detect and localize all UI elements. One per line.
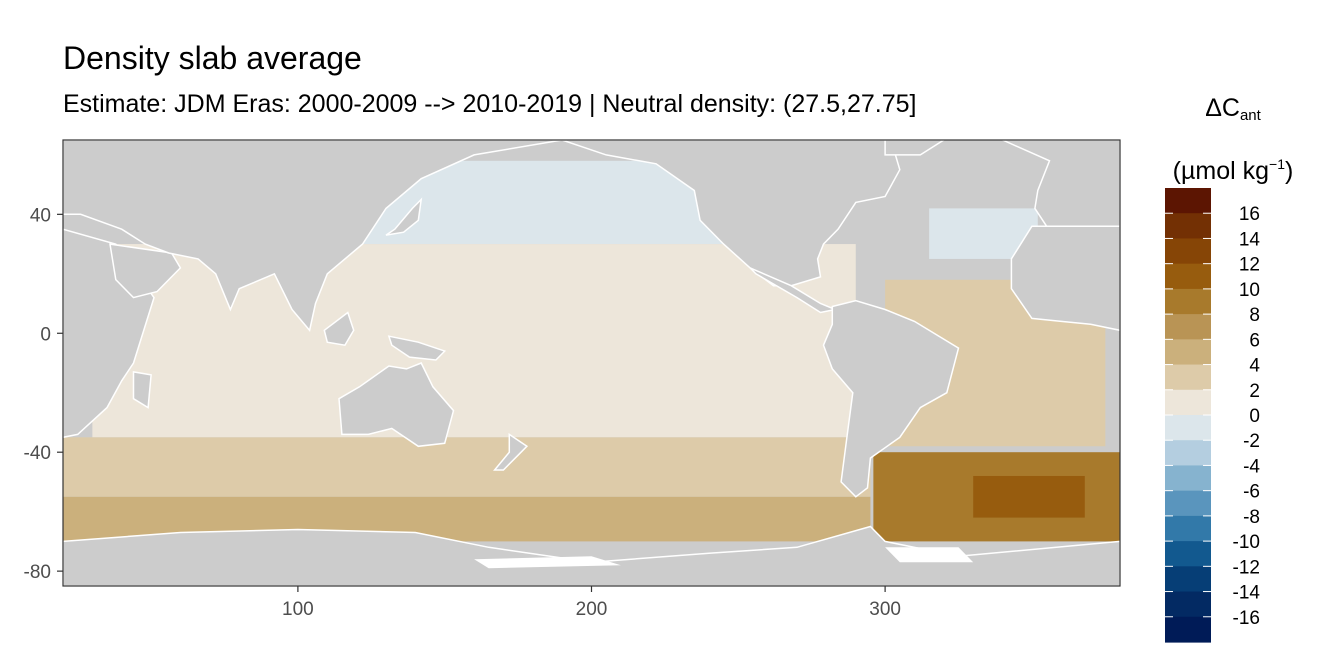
legend-swatch (1165, 541, 1211, 567)
legend-swatch (1165, 591, 1211, 618)
legend-title-main: ΔC (1205, 94, 1240, 122)
legend-label: 0 (1249, 406, 1260, 427)
legend-swatch (1165, 238, 1211, 265)
legend-swatch (1165, 288, 1211, 315)
legend-swatch (1165, 213, 1211, 240)
new-zealand-landmass (493, 432, 529, 471)
legend-label: -12 (1233, 557, 1260, 578)
legend-label: -2 (1243, 431, 1260, 452)
south-america-landmass (822, 299, 960, 498)
map-panel (63, 140, 1120, 586)
legend-label: 2 (1249, 381, 1260, 402)
legend-title: ΔCant (µmol kg−1) (1158, 84, 1308, 195)
x-tick-label: 300 (869, 599, 901, 620)
legend-swatch (1165, 364, 1211, 391)
greenland-landmass (884, 140, 946, 156)
legend-swatch (1165, 389, 1211, 416)
legend-label: 12 (1239, 255, 1260, 276)
legend-swatch (1165, 415, 1211, 441)
legend-swatch (1165, 339, 1211, 366)
madagascar-landmass (132, 371, 152, 409)
legend-label: -16 (1233, 608, 1260, 629)
ocean-region-8 (973, 475, 1085, 518)
australia-landmass (338, 362, 455, 448)
legend-label: 10 (1239, 280, 1260, 301)
legend-units-exponent: −1 (1269, 156, 1285, 172)
antarctica-landmass (63, 525, 1120, 586)
legend-label: -6 (1243, 482, 1260, 503)
japan-landmass (385, 197, 423, 236)
legend-swatch (1165, 515, 1211, 542)
legend-label: 16 (1239, 204, 1260, 225)
legend-title-quantity: ΔCant (1158, 84, 1308, 140)
europe-landmass (1002, 140, 1120, 227)
chart-title: Density slab average (63, 40, 362, 76)
borneo-landmass (323, 311, 355, 347)
ross-ice-shelf (474, 556, 621, 569)
x-tick-label: 100 (282, 599, 314, 620)
legend-swatch (1165, 616, 1211, 643)
y-tick-label: -80 (24, 562, 51, 583)
legend-label: 6 (1249, 330, 1260, 351)
legend-swatch (1165, 314, 1211, 340)
land-layer (63, 140, 1120, 586)
legend-swatch (1165, 263, 1211, 290)
legend-swatch (1165, 188, 1211, 214)
legend-swatch (1165, 465, 1211, 492)
legend-swatch (1165, 566, 1211, 593)
chart-subtitle: Estimate: JDM Eras: 2000-2009 --> 2010-2… (63, 90, 917, 118)
legend-label: 4 (1249, 356, 1260, 377)
legend-label: -4 (1243, 456, 1260, 477)
legend-label: 8 (1249, 305, 1260, 326)
ocean-region-5 (63, 437, 871, 497)
legend-title-subscript: ant (1239, 107, 1261, 124)
x-tick-label: 200 (576, 599, 608, 620)
legend-label: -10 (1233, 532, 1260, 553)
legend-swatch (1165, 490, 1211, 517)
legend-label: -14 (1233, 583, 1261, 604)
legend-label: 14 (1239, 229, 1261, 250)
new-guinea-landmass (387, 335, 447, 361)
legend-units-pre: (µmol kg (1172, 157, 1270, 185)
color-legend: 16 14 12 10 8 6 4 2 0 -2 -4 -6 -8 -10 -12 -14 -16 (1165, 188, 1260, 643)
central-america-landmass (749, 267, 838, 314)
eurasia-landmass (63, 140, 563, 332)
legend-title-units: (µmol kg−1) (1158, 140, 1308, 195)
north-america-landmass (561, 140, 901, 287)
ocean-region-3 (92, 244, 856, 438)
legend-swatch (1165, 440, 1211, 467)
y-tick-label: 0 (40, 324, 51, 345)
west-africa-landmass (1010, 225, 1120, 332)
legend-units-post: ) (1285, 157, 1294, 185)
legend-label: -8 (1243, 507, 1260, 528)
weddell-ice-shelf (885, 547, 974, 563)
y-tick-label: -40 (24, 443, 51, 464)
y-tick-label: 40 (30, 205, 51, 226)
